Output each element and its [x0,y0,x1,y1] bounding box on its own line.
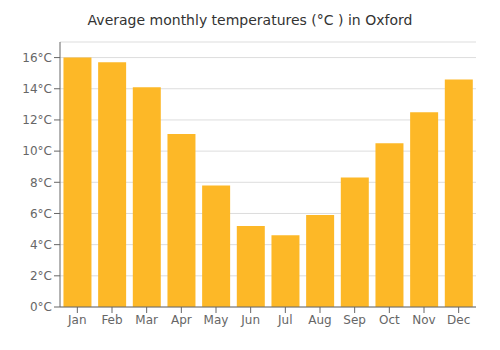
svg-text:10°C: 10°C [22,144,52,158]
svg-text:Jul: Jul [277,313,292,327]
svg-text:0°C: 0°C [30,300,52,314]
svg-text:14°C: 14°C [22,82,52,96]
svg-text:6°C: 6°C [30,207,52,221]
html-text:Average monthly temperatures (: Average monthly temperatures (°C ) in Ox… [87,12,413,28]
svg-text:16°C: 16°C [22,51,52,65]
svg-text:Jan: Jan [67,313,87,327]
svg-text:2°C: 2°C [30,269,52,283]
svg-text:Jun: Jun [240,313,260,327]
svg-text:12°C: 12°C [22,113,52,127]
svg-text:May: May [204,313,229,327]
svg-text:Oct: Oct [379,313,400,327]
svg-text:8°C: 8°C [30,176,52,190]
svg-text:4°C: 4°C [30,238,52,252]
svg-text:Mar: Mar [135,313,158,327]
svg-text:Feb: Feb [101,313,122,327]
svg-text:Dec: Dec [447,313,470,327]
svg-text:Nov: Nov [412,313,435,327]
svg-text:Aug: Aug [308,313,331,327]
svg-text:Sep: Sep [343,313,366,327]
svg-text:Apr: Apr [171,313,192,327]
